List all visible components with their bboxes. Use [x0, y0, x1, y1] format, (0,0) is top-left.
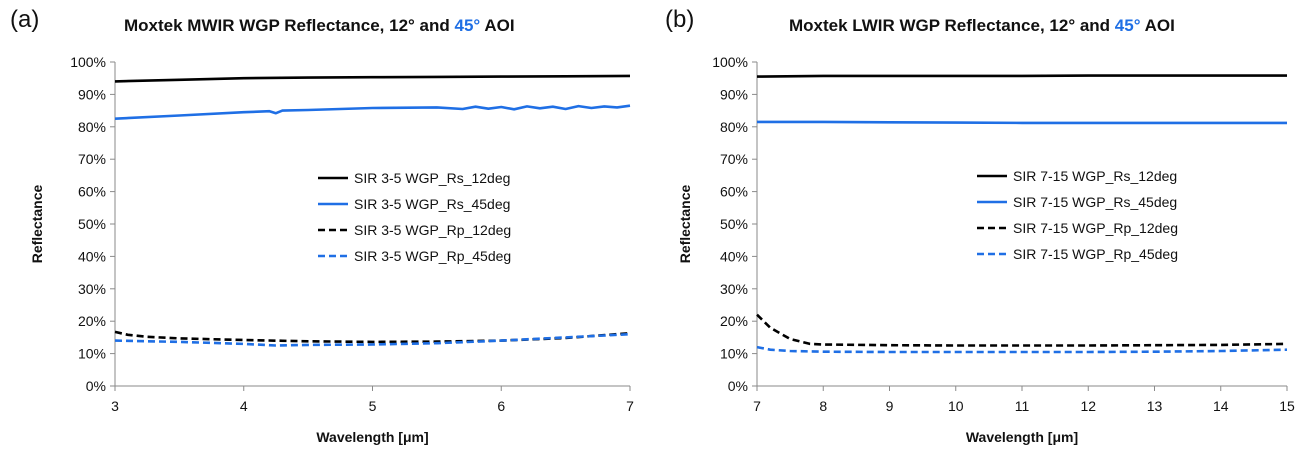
y-tick-label: 10% [78, 346, 106, 362]
y-tick-label: 30% [78, 281, 106, 297]
series-line [114, 330, 631, 344]
chart-title-main: Moxtek LWIR WGP Reflectance, 12° and [789, 16, 1115, 35]
y-axis-label: Reflectance [29, 184, 45, 263]
chart-plot: 0% 10% 20% 30% 40% 50% 60% 70% 80% 90% 100% 7 8 9 10 11… [677, 54, 1295, 445]
x-tick-label: 10 [948, 398, 964, 414]
y-tick-label: 90% [720, 86, 748, 102]
x-tick-label: 13 [1147, 398, 1163, 414]
legend-label: SIR 3-5 WGP_Rp_45deg [354, 248, 511, 264]
y-tick-label: 10% [720, 346, 748, 362]
y-tick-label: 90% [78, 86, 106, 102]
y-tick-label: 70% [720, 151, 748, 167]
chart-panel-b: (b) Moxtek LWIR WGP Reflectance, 12° and… [655, 0, 1305, 452]
y-tick-label: 80% [720, 119, 748, 135]
chart-title: Moxtek LWIR WGP Reflectance, 12° and 45°… [789, 16, 1175, 36]
y-tick-label: 0% [728, 378, 748, 394]
x-tick-label: 5 [369, 398, 377, 414]
x-tick-label: 14 [1213, 398, 1229, 414]
chart-plot: 0% 10% 20% 30% 40% 50% 60% 70% 80% 90% 100% 3 4 5 6 7 Wa… [29, 54, 634, 445]
y-tick-label: 20% [720, 313, 748, 329]
chart-title-suffix: AOI [480, 16, 515, 35]
x-tick-label: 11 [1015, 398, 1030, 414]
series-line [757, 120, 1287, 125]
legend-label: SIR 7-15 WGP_Rs_45deg [1013, 194, 1177, 210]
y-tick-label: 70% [78, 151, 106, 167]
y-tick-label: 80% [78, 119, 106, 135]
panel-tag: (a) [10, 6, 40, 33]
legend-label: SIR 3-5 WGP_Rp_12deg [354, 222, 511, 238]
chart-title-accent: 45° [454, 16, 481, 35]
panel-tag: (b) [665, 6, 695, 33]
y-tick-label: 60% [78, 184, 106, 200]
chart-title-accent: 45° [1114, 16, 1141, 35]
chart-title-main: Moxtek MWIR WGP Reflectance, 12° and [124, 16, 455, 35]
chart-title: Moxtek MWIR WGP Reflectance, 12° and 45°… [124, 16, 515, 36]
series-line [114, 104, 631, 120]
x-tick-label: 6 [497, 398, 505, 414]
x-tick-label: 4 [240, 398, 248, 414]
legend-label: SIR 7-15 WGP_Rp_12deg [1013, 220, 1178, 236]
x-tick-label: 8 [819, 398, 827, 414]
y-tick-label: 100% [712, 54, 748, 70]
y-tick-label: 50% [720, 216, 748, 232]
series-line [756, 345, 1288, 354]
y-axis-label: Reflectance [677, 184, 693, 263]
chart-title-suffix: AOI [1140, 16, 1175, 35]
series-line [114, 74, 631, 83]
y-tick-label: 40% [78, 248, 106, 264]
chart-panel-a: (a) Moxtek MWIR WGP Reflectance, 12° and… [0, 0, 650, 452]
y-tick-label: 50% [78, 216, 106, 232]
y-tick-label: 60% [720, 184, 748, 200]
series-line [756, 313, 1288, 347]
y-tick-label: 30% [720, 281, 748, 297]
x-tick-label: 3 [111, 398, 119, 414]
x-axis-label: Wavelength [μm] [966, 429, 1078, 445]
series-line [756, 74, 1287, 78]
x-tick-label: 15 [1279, 398, 1295, 414]
legend-label: SIR 3-5 WGP_Rs_12deg [354, 170, 510, 186]
x-tick-label: 7 [753, 398, 761, 414]
legend-label: SIR 7-15 WGP_Rs_12deg [1013, 168, 1177, 184]
legend-label: SIR 3-5 WGP_Rs_45deg [354, 196, 510, 212]
y-tick-label: 100% [70, 54, 106, 70]
x-axis-label: Wavelength [μm] [316, 429, 428, 445]
x-tick-label: 7 [626, 398, 634, 414]
x-tick-label: 12 [1080, 398, 1096, 414]
y-tick-label: 0% [86, 378, 106, 394]
y-tick-label: 20% [78, 313, 106, 329]
y-tick-label: 40% [720, 248, 748, 264]
x-tick-label: 9 [886, 398, 894, 414]
legend-label: SIR 7-15 WGP_Rp_45deg [1013, 246, 1178, 262]
series-line [114, 332, 631, 347]
